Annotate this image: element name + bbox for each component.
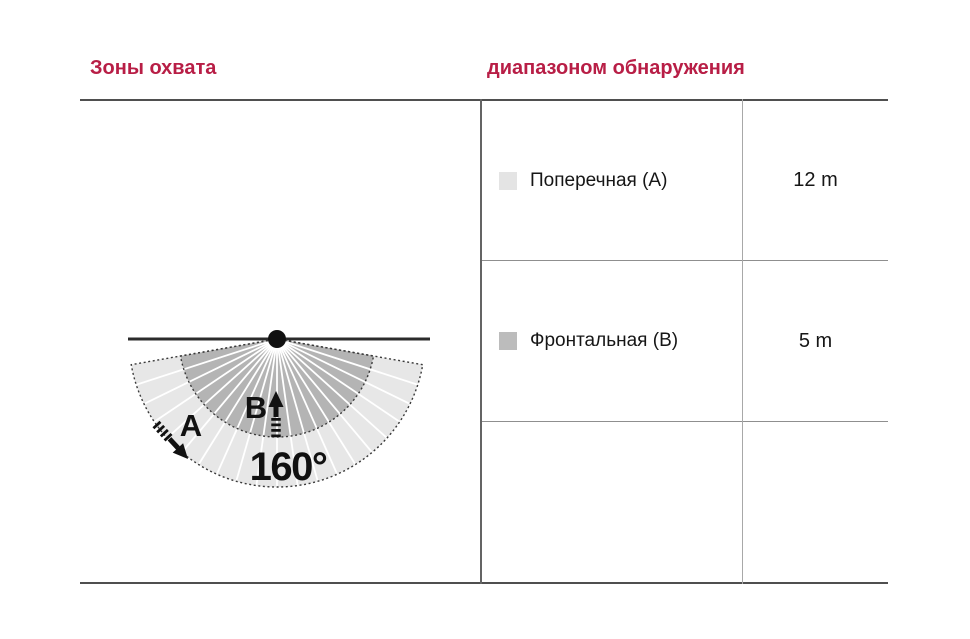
frontal-motion-arrow-icon (268, 391, 284, 439)
beam-divider-line (276, 338, 373, 453)
table-row-divider (482, 260, 888, 261)
beam-divider-line (181, 338, 278, 453)
table-column-divider (742, 99, 743, 584)
transverse-motion-arrow-icon (152, 420, 188, 459)
zone-a-range-value: 12 m (793, 169, 838, 191)
zone-a-swatch (499, 171, 517, 190)
zone-a-row-label: Поперечная (А) (530, 169, 668, 191)
table-row: Фронтальная (В) (482, 261, 740, 421)
beam-divider-line (276, 338, 357, 465)
table-row: Поперечная (А) (482, 101, 740, 260)
sensor-dot-icon (268, 330, 286, 348)
beam-divider-line (215, 338, 278, 475)
right-section-title: диапазоном обнаружения (487, 57, 745, 79)
bottom-rule (80, 582, 888, 584)
beam-divider-line (276, 338, 401, 423)
beam-divider-line (166, 338, 278, 439)
beam-divider-line (276, 338, 411, 405)
table-empty-value (743, 422, 888, 582)
beam-divider-line (235, 338, 278, 482)
coverage-diagram: A B 160° (128, 330, 430, 489)
beam-divider-line (276, 338, 319, 482)
angle-label: 160° (250, 445, 327, 489)
beam-divider-line (276, 338, 388, 439)
table-row-empty (482, 422, 740, 582)
zone-b-range-value: 5 m (798, 329, 833, 352)
zone-b-row-label: Фронтальная (В) (530, 330, 679, 351)
top-rule (80, 99, 888, 101)
zone-a-label: A (180, 408, 202, 443)
table-left-border (480, 99, 482, 584)
beam-divider-line (197, 338, 278, 465)
zone-b-label: B (245, 390, 267, 425)
zone-b-swatch (499, 332, 517, 350)
beam-divider-line (153, 338, 278, 423)
left-section-title: Зоны охвата (90, 57, 217, 79)
beam-divider-line (143, 338, 278, 405)
outer-zone-outline (130, 338, 424, 488)
beam-divider-line (135, 338, 278, 386)
beam-divider-line (276, 338, 419, 386)
beam-divider-line (276, 338, 299, 486)
beam-divider-line (276, 338, 339, 475)
beam-divider-line (255, 338, 278, 486)
table-row-divider (482, 421, 888, 422)
